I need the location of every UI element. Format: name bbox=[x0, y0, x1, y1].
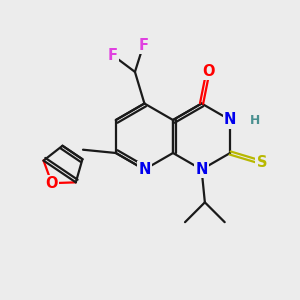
Text: O: O bbox=[46, 176, 58, 191]
Text: N: N bbox=[224, 112, 236, 128]
Text: S: S bbox=[256, 155, 267, 170]
Text: N: N bbox=[195, 162, 208, 177]
Text: N: N bbox=[138, 162, 151, 177]
Text: H: H bbox=[250, 113, 260, 127]
Text: F: F bbox=[107, 48, 118, 63]
Text: F: F bbox=[138, 38, 148, 52]
Text: O: O bbox=[202, 64, 214, 79]
